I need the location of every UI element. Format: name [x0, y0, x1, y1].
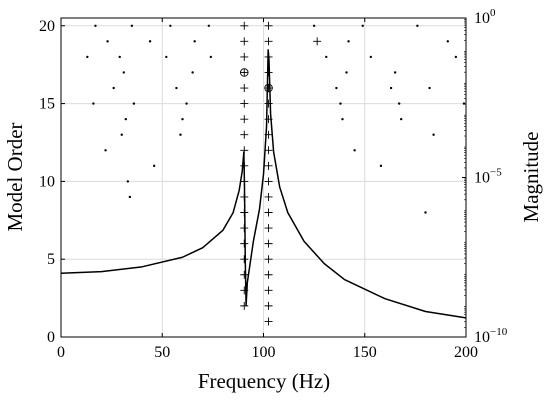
dot-marker — [353, 149, 356, 152]
ticks-layer: 0 50 100 150 200 0 5 10 15 20 100 10−5 10−10 — [39, 7, 508, 361]
dot-marker — [341, 117, 344, 121]
dot-marker — [432, 133, 435, 136]
plus-marker — [264, 177, 273, 186]
dot-marker — [335, 86, 338, 90]
plus-marker — [264, 286, 273, 295]
plus-marker — [264, 255, 273, 264]
y-left-tick-label: 0 — [47, 329, 55, 346]
dot-marker — [209, 55, 213, 59]
dot-marker — [393, 71, 397, 74]
plus-marker — [240, 84, 249, 93]
plus-marker — [264, 301, 273, 310]
dot-marker — [185, 102, 188, 105]
y-right-tick-label: 10−10 — [474, 326, 508, 346]
y-left-tick-label: 10 — [39, 173, 55, 190]
plus-marker — [264, 317, 273, 326]
dot-marker — [112, 86, 115, 90]
dot-marker — [193, 40, 196, 43]
dot-marker — [94, 24, 97, 27]
dot-marker — [379, 164, 383, 168]
dot-marker — [361, 24, 364, 27]
plus-marker — [240, 255, 249, 264]
dot-marker — [124, 117, 128, 121]
x-tick-label: 150 — [353, 344, 377, 361]
dot-marker — [428, 86, 431, 90]
dot-marker — [130, 24, 134, 27]
dot-marker — [416, 24, 419, 27]
y-left-tick-label: 15 — [39, 96, 55, 113]
dot-marker — [462, 102, 466, 105]
dot-marker — [92, 102, 95, 105]
dot-marker — [120, 133, 123, 136]
plus-marker — [264, 37, 273, 46]
dot-marker — [169, 24, 172, 27]
dot-marker — [454, 55, 458, 59]
dot-marker — [345, 71, 348, 74]
dot-marker — [339, 102, 342, 105]
plus-marker — [264, 239, 273, 248]
dot-marker — [118, 55, 121, 59]
dot-marker — [397, 102, 401, 105]
y-right-tick-label: 100 — [474, 7, 496, 27]
dot-marker — [400, 117, 403, 121]
dot-marker — [148, 40, 152, 43]
plus-marker — [240, 239, 249, 248]
dot-marker — [424, 211, 427, 214]
dot-marker — [347, 40, 350, 43]
dot-marker — [446, 40, 449, 43]
plus-marker — [240, 115, 249, 124]
y-left-tick-label: 5 — [47, 251, 55, 268]
dot-marker — [128, 195, 132, 199]
dot-marker — [207, 24, 211, 27]
dot-marker — [175, 86, 178, 90]
dot-marker — [181, 117, 184, 121]
plus-marker — [240, 301, 249, 310]
plus-marker — [264, 99, 273, 108]
x-axis-label: Frequency (Hz) — [198, 369, 330, 393]
dot-marker — [191, 71, 194, 74]
dot-marker — [179, 133, 182, 136]
plus-marker — [240, 99, 249, 108]
plus-marker — [264, 21, 273, 30]
plus-marker — [240, 52, 249, 61]
dot-marker — [312, 24, 316, 27]
dot-marker — [122, 71, 125, 74]
plus-marker — [264, 192, 273, 201]
plus-marker — [264, 270, 273, 279]
dot-marker — [126, 180, 130, 183]
plus-marker — [264, 146, 273, 155]
y-axis-right-label: Magnitude — [519, 132, 543, 223]
plus-marker — [264, 161, 273, 170]
plus-marker — [240, 37, 249, 46]
plus-marker — [240, 270, 249, 279]
plus-marker — [264, 208, 273, 217]
plus-marker — [240, 21, 249, 30]
x-tick-label: 200 — [454, 344, 478, 361]
y-right-tick-label: 10−5 — [474, 167, 502, 187]
plus-marker — [313, 37, 322, 46]
magnitude-curve — [60, 49, 467, 319]
plus-marker — [264, 224, 273, 233]
dot-marker — [389, 86, 393, 90]
dot-marker — [104, 149, 107, 152]
circled-plus-marker — [240, 68, 249, 77]
y-axis-left-label: Model Order — [3, 122, 27, 231]
y-left-tick-label: 20 — [39, 18, 55, 35]
dot-marker — [132, 102, 136, 105]
x-tick-label: 50 — [154, 344, 170, 361]
dot-marker — [325, 55, 328, 59]
x-tick-label: 100 — [252, 344, 276, 361]
plus-marker — [240, 130, 249, 139]
dot-marker — [106, 40, 109, 43]
dot-marker — [165, 55, 168, 59]
circled-plus-marker — [264, 83, 273, 93]
dot-marker — [369, 55, 373, 59]
series-layer — [60, 21, 467, 326]
dot-marker — [152, 164, 156, 168]
dot-marker — [86, 55, 89, 59]
x-tick-label: 0 — [57, 344, 65, 361]
